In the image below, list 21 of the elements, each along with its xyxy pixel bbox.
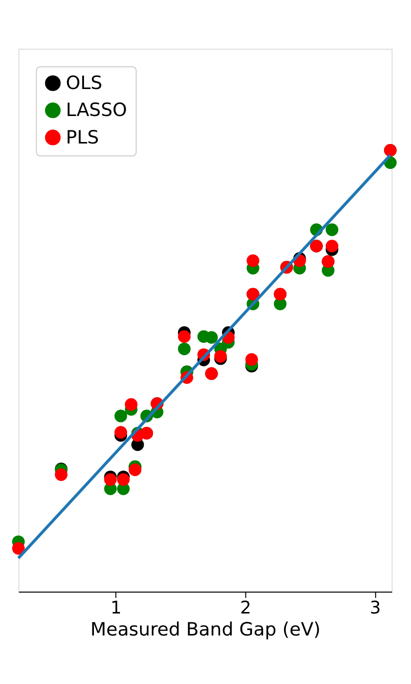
- x-tick-label: 3: [370, 598, 381, 618]
- point: [114, 410, 128, 422]
- point: [178, 330, 191, 343]
- x-tick-label: 1: [110, 598, 122, 618]
- legend-label: OLS: [66, 73, 102, 94]
- point: [246, 254, 260, 267]
- point: [128, 464, 142, 476]
- point: [326, 223, 338, 236]
- point: [178, 342, 191, 356]
- point: [12, 542, 25, 555]
- point: [54, 468, 68, 481]
- legend-label: PLS: [66, 127, 99, 148]
- x-tick-label: 2: [240, 598, 252, 618]
- point: [117, 473, 130, 486]
- point: [245, 353, 258, 366]
- point: [104, 473, 117, 486]
- legend-label: LASSO: [66, 100, 128, 122]
- x-axis-title: Measured Band Gap (eV): [90, 620, 321, 641]
- point: [114, 426, 128, 439]
- point: [326, 240, 338, 252]
- point: [124, 398, 138, 411]
